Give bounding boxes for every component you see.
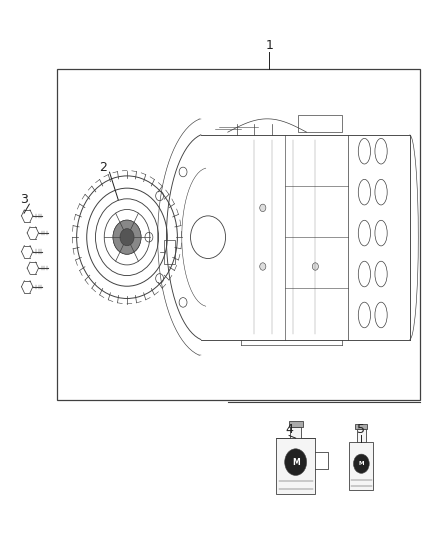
Circle shape [155,273,163,283]
Circle shape [145,232,153,242]
Bar [276,438,315,495]
Bar [57,69,420,400]
Bar [164,240,175,264]
Circle shape [120,229,134,246]
Bar [357,429,366,442]
Circle shape [353,454,369,473]
Bar [350,442,373,490]
Circle shape [312,263,318,270]
Circle shape [285,449,307,475]
Text: 4: 4 [285,423,293,435]
Bar [290,426,301,438]
Bar [298,115,342,132]
Text: 1: 1 [265,39,273,52]
Circle shape [260,263,266,270]
Circle shape [179,297,187,307]
Text: M: M [359,461,364,466]
Circle shape [155,191,163,201]
Circle shape [113,220,141,254]
Text: 3: 3 [20,193,28,206]
Bar [289,421,303,426]
Circle shape [260,204,266,212]
Circle shape [179,167,187,177]
Text: 2: 2 [99,161,107,174]
Text: 5: 5 [357,423,365,435]
Text: M: M [292,458,300,466]
Bar [355,424,367,429]
